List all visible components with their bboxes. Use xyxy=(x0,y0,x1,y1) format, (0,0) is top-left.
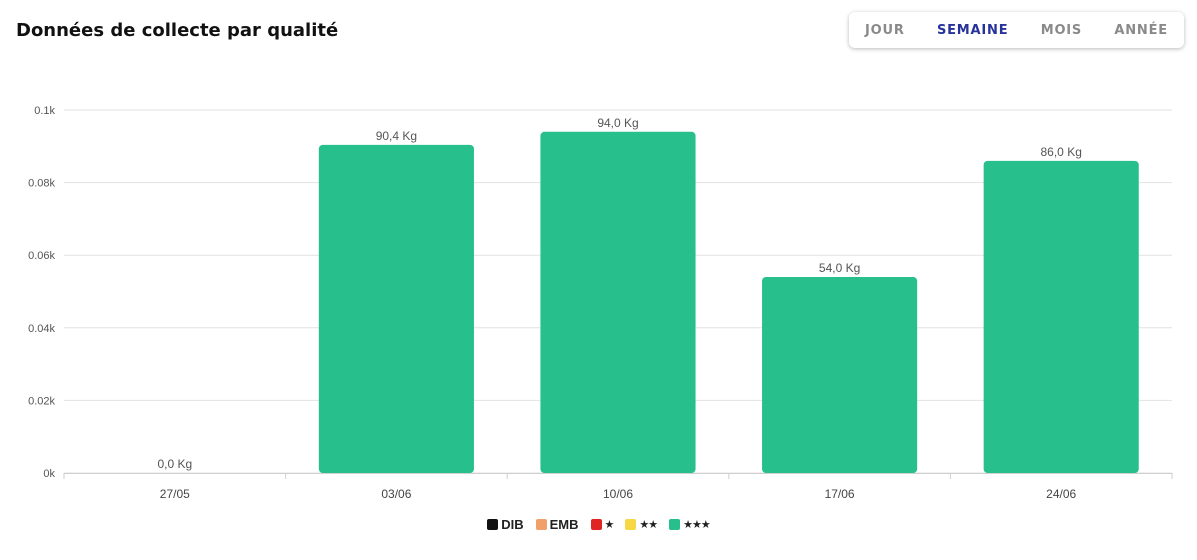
y-tick-label: 0.08k xyxy=(28,178,55,190)
legend-swatch xyxy=(669,519,681,530)
x-tick-label: 03/06 xyxy=(381,487,411,501)
legend-swatch xyxy=(535,519,547,530)
x-tick-label: 10/06 xyxy=(603,487,633,501)
bar xyxy=(983,160,1139,473)
tab-mois[interactable]: MOIS xyxy=(1040,22,1083,38)
legend-label: DIB xyxy=(501,517,524,532)
x-tick-label: 27/05 xyxy=(160,487,190,501)
tab-annee[interactable]: ANNÉE xyxy=(1114,22,1168,38)
y-tick-label: 0k xyxy=(43,468,55,480)
period-selector: JOUR SEMAINE MOIS ANNÉE xyxy=(849,12,1184,48)
x-tick-label: 24/06 xyxy=(1046,487,1076,501)
legend-label: ★★★ xyxy=(683,519,711,531)
legend-label: EMB xyxy=(549,517,579,532)
data-label: 54,0 Kg xyxy=(819,261,860,275)
legend-item[interactable]: ★★★ xyxy=(669,518,711,531)
data-label: 86,0 Kg xyxy=(1041,145,1082,159)
x-tick-label: 17/06 xyxy=(825,487,855,501)
y-tick-label: 0.04k xyxy=(28,323,55,335)
tab-jour[interactable]: JOUR xyxy=(865,22,905,38)
legend-item[interactable]: ★ xyxy=(590,518,615,531)
bar xyxy=(540,131,696,473)
legend-item[interactable]: EMB xyxy=(535,517,579,532)
data-label: 90,4 Kg xyxy=(376,129,417,143)
y-tick-label: 0.02k xyxy=(28,395,55,407)
legend-label: ★ xyxy=(604,519,615,531)
data-label: 94,0 Kg xyxy=(597,116,638,130)
legend-label: ★★ xyxy=(639,519,658,531)
legend-swatch xyxy=(625,519,637,530)
bar-chart: 0k 0.02k 0.04k 0.06k 0.08k 0.1k 0,0 Kg 27/05 90,… xyxy=(28,105,1173,501)
bar xyxy=(762,276,918,473)
chart-title: Données de collecte par qualité xyxy=(16,20,339,41)
legend-item[interactable]: ★★ xyxy=(625,518,658,531)
y-tick-label: 0.1k xyxy=(34,105,55,117)
y-tick-label: 0.06k xyxy=(28,250,55,262)
legend-swatch xyxy=(590,519,602,530)
tab-semaine[interactable]: SEMAINE xyxy=(936,22,1009,38)
legend-item[interactable]: DIB xyxy=(487,517,524,532)
data-label: 0,0 Kg xyxy=(157,457,192,471)
bar xyxy=(318,144,474,473)
legend-swatch xyxy=(487,519,499,530)
chart-legend: DIB EMB ★ ★★ ★★★ xyxy=(0,517,1197,532)
